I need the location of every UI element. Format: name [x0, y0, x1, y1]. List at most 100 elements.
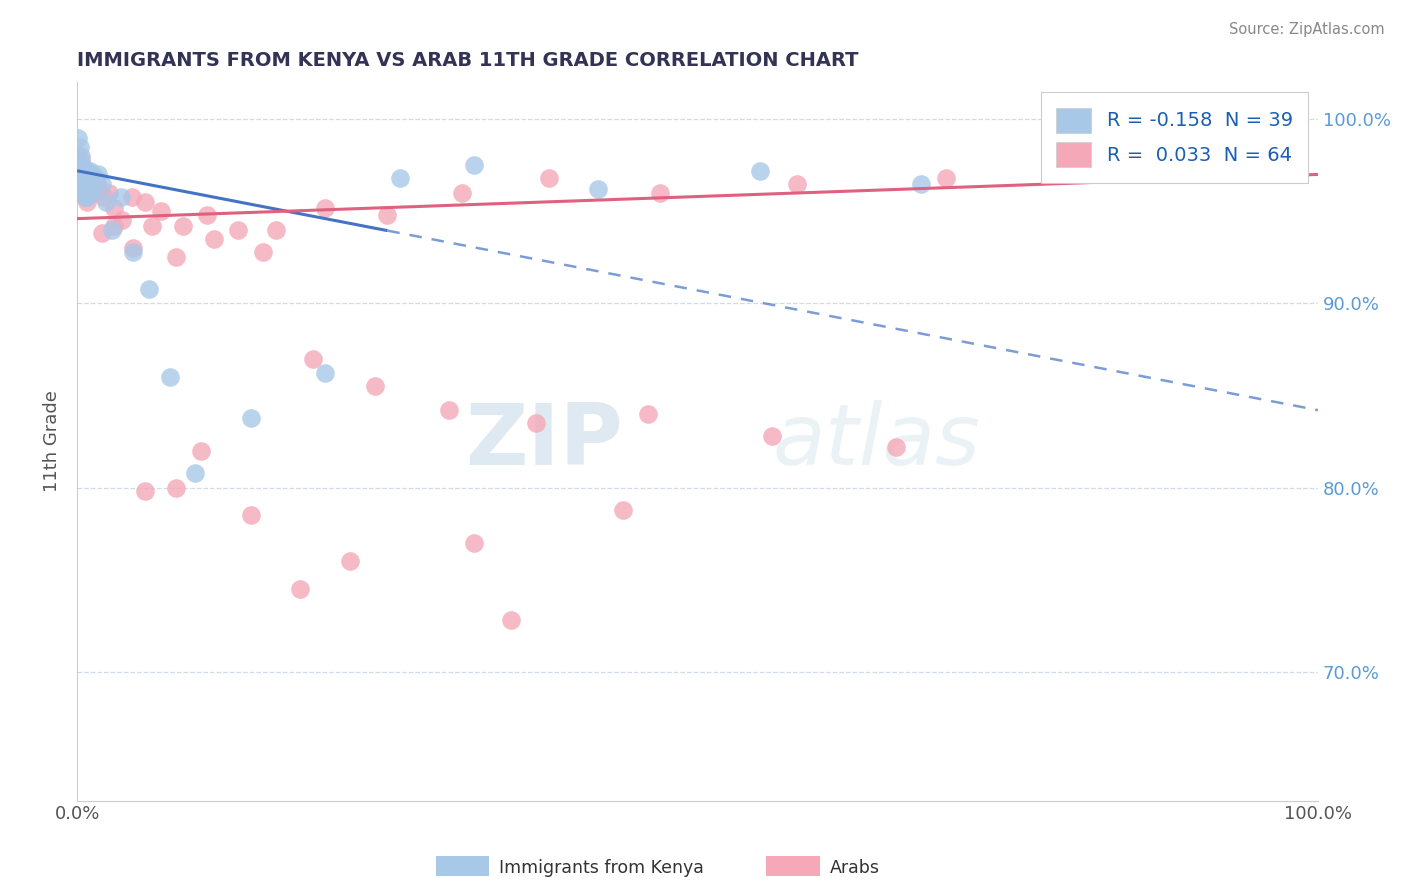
Point — [748, 163, 770, 178]
Point — [537, 171, 560, 186]
Point — [69, 177, 91, 191]
Point — [75, 182, 97, 196]
Point — [910, 177, 932, 191]
Point — [439, 403, 461, 417]
Point — [450, 186, 472, 200]
Text: IMMIGRANTS FROM KENYA VS ARAB 11TH GRADE CORRELATION CHART: IMMIGRANTS FROM KENYA VS ARAB 11TH GRADE… — [77, 51, 859, 70]
Point — [463, 535, 485, 549]
Point — [165, 481, 187, 495]
Point — [650, 186, 672, 200]
Text: Arabs: Arabs — [830, 859, 880, 877]
Text: atlas: atlas — [772, 400, 980, 483]
Text: Immigrants from Kenya: Immigrants from Kenya — [499, 859, 704, 877]
Point — [252, 244, 274, 259]
Point — [94, 195, 117, 210]
Point — [90, 227, 112, 241]
Point — [239, 508, 262, 523]
Point — [122, 241, 145, 255]
Point — [93, 189, 115, 203]
Point — [70, 158, 93, 172]
Point — [134, 484, 156, 499]
Point — [761, 429, 783, 443]
Point — [172, 219, 194, 233]
Point — [72, 163, 94, 178]
Point — [1270, 158, 1292, 172]
Legend: R = -0.158  N = 39, R =  0.033  N = 64: R = -0.158 N = 39, R = 0.033 N = 64 — [1040, 92, 1309, 183]
Point — [302, 351, 325, 366]
Y-axis label: 11th Grade: 11th Grade — [44, 391, 60, 492]
Point — [202, 232, 225, 246]
Point — [239, 410, 262, 425]
Point — [90, 177, 112, 191]
Point — [1108, 163, 1130, 178]
Point — [138, 282, 160, 296]
Point — [80, 168, 103, 182]
Point — [75, 168, 97, 182]
Point — [524, 416, 547, 430]
Point — [80, 171, 103, 186]
Point — [165, 250, 187, 264]
Point — [72, 186, 94, 200]
Point — [73, 171, 96, 186]
Point — [67, 149, 90, 163]
Point — [786, 177, 808, 191]
Point — [69, 168, 91, 182]
Point — [98, 186, 121, 200]
Point — [76, 189, 98, 203]
Point — [103, 219, 125, 233]
Point — [69, 158, 91, 172]
Point — [76, 195, 98, 210]
Point — [79, 186, 101, 200]
Point — [72, 163, 94, 178]
Point — [73, 171, 96, 186]
Point — [103, 201, 125, 215]
Point — [79, 168, 101, 182]
Point — [150, 204, 173, 219]
Point — [637, 407, 659, 421]
Point — [77, 171, 100, 186]
Point — [159, 370, 181, 384]
Point — [69, 149, 91, 163]
Point — [70, 158, 93, 172]
Point — [72, 186, 94, 200]
Point — [501, 613, 523, 627]
Point — [388, 171, 411, 186]
Point — [290, 582, 312, 596]
Point — [80, 186, 103, 200]
Point — [87, 168, 110, 182]
Point — [84, 171, 107, 186]
Point — [364, 379, 387, 393]
Point — [76, 177, 98, 191]
Point — [75, 163, 97, 178]
Point — [69, 153, 91, 167]
Point — [612, 502, 634, 516]
Point — [70, 177, 93, 191]
Point — [377, 208, 399, 222]
Point — [141, 219, 163, 233]
Point — [89, 182, 111, 196]
Point — [83, 186, 105, 200]
Point — [86, 177, 108, 191]
Point — [264, 222, 287, 236]
Point — [122, 244, 145, 259]
Point — [76, 168, 98, 182]
Point — [588, 182, 610, 196]
Point — [79, 163, 101, 178]
Point — [228, 222, 250, 236]
Point — [884, 440, 907, 454]
Point — [111, 213, 134, 227]
Point — [184, 466, 207, 480]
Point — [70, 177, 93, 191]
Point — [463, 158, 485, 172]
Point — [314, 367, 336, 381]
Point — [80, 177, 103, 191]
Point — [339, 554, 361, 568]
Point — [69, 171, 91, 186]
Point — [134, 195, 156, 210]
Point — [82, 182, 104, 196]
Text: ZIP: ZIP — [465, 400, 623, 483]
Point — [73, 189, 96, 203]
Point — [69, 158, 91, 172]
Point — [101, 222, 124, 236]
Point — [121, 189, 143, 203]
